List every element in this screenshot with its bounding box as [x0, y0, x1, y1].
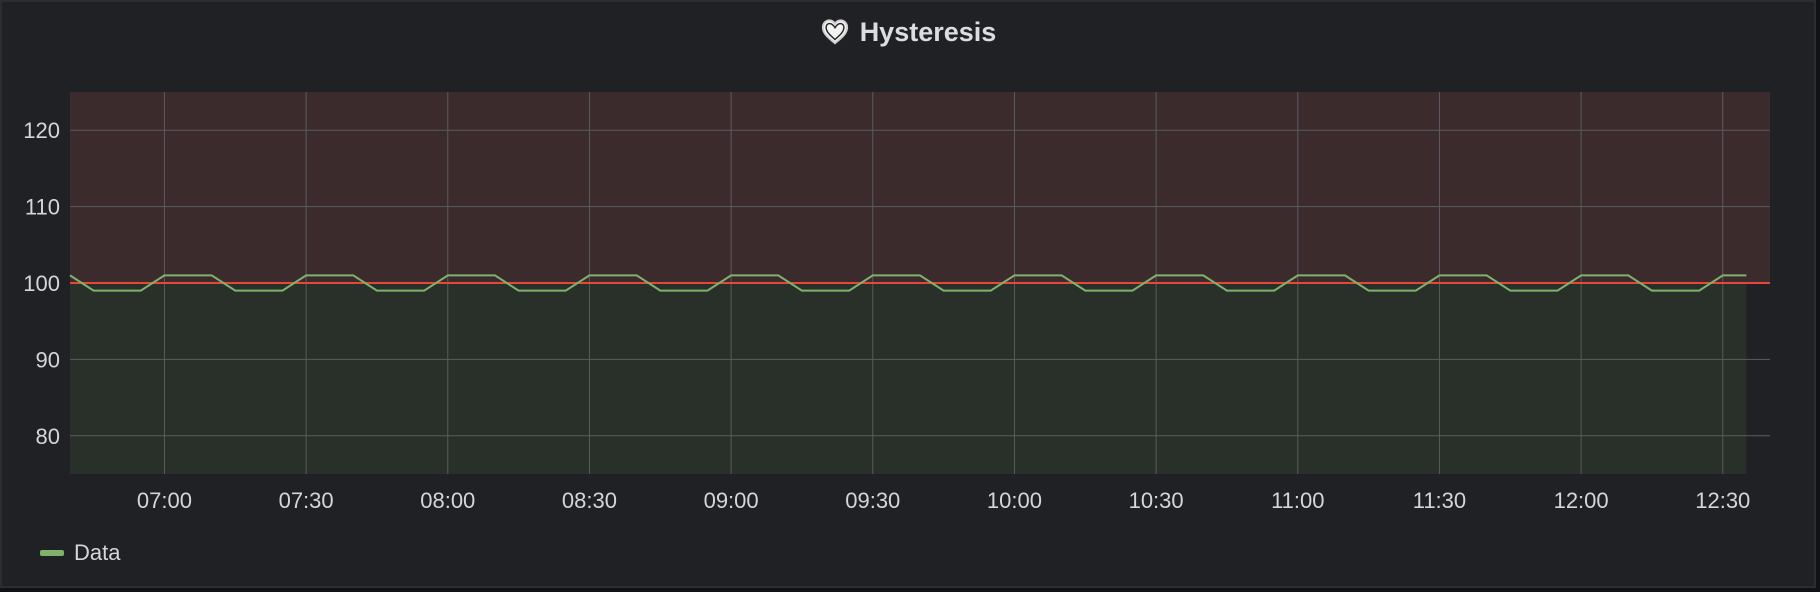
- threshold-below-region: [70, 283, 1747, 474]
- x-tick-label: 09:30: [845, 488, 900, 513]
- x-tick-label: 07:00: [137, 488, 192, 513]
- x-tick-label: 12:30: [1695, 488, 1750, 513]
- y-tick-label: 110: [25, 195, 60, 220]
- y-tick-label: 100: [23, 271, 60, 296]
- legend-swatch-data[interactable]: [40, 550, 64, 556]
- y-axis-labels: 80 90 100 110 120: [23, 118, 60, 449]
- y-tick-label: 90: [36, 347, 60, 372]
- x-axis-labels: 07:00 07:30 08:00 08:30 09:00 09:30 10:00 10:30…: [137, 488, 1750, 513]
- x-tick-label: 08:30: [562, 488, 617, 513]
- series-line-data: [69, 274, 1747, 292]
- x-tick-label: 08:00: [420, 488, 475, 513]
- x-tick-label: 09:00: [704, 488, 759, 513]
- x-tick-label: 12:00: [1554, 488, 1609, 513]
- panel-header[interactable]: Hysteresis: [2, 14, 1814, 50]
- y-tick-label: 120: [23, 118, 60, 143]
- threshold-above-region: [70, 92, 1770, 283]
- x-tick-label: 10:00: [987, 488, 1042, 513]
- x-tick-label: 07:30: [279, 488, 334, 513]
- legend: Data: [40, 540, 120, 566]
- y-tick-label: 80: [36, 424, 60, 449]
- heart-icon: [821, 19, 848, 45]
- x-tick-label: 11:00: [1271, 488, 1324, 513]
- x-tick-label: 11:30: [1413, 488, 1466, 513]
- x-tick-label: 10:30: [1129, 488, 1184, 513]
- legend-label-data[interactable]: Data: [74, 540, 121, 565]
- panel-title: Hysteresis: [859, 16, 997, 47]
